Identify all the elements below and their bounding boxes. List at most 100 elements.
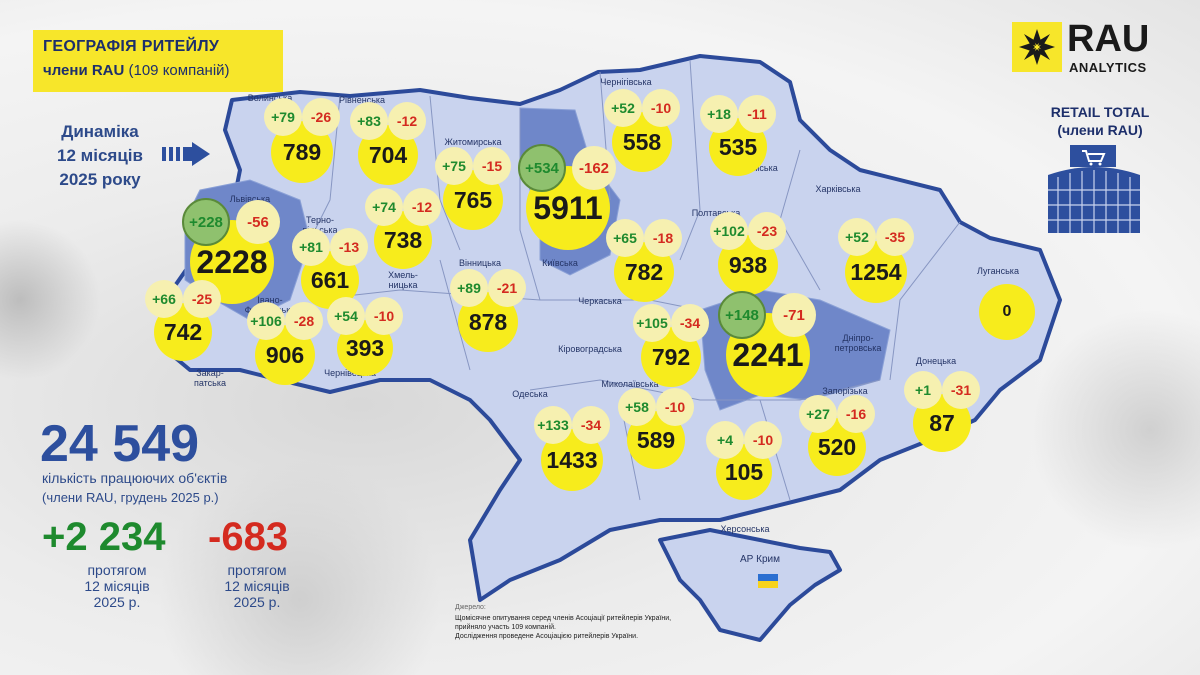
closed-count: -683 [208,515,289,559]
total-bubble: 105 [716,444,772,500]
region-label: Дніпро- петровська [834,333,882,353]
retail-total-label: RETAIL TOTAL (члени RAU) [1040,103,1160,139]
closed-bubble: -10 [656,388,694,426]
opened-bubble: +79 [264,98,302,136]
arrow-right-icon [162,142,210,166]
closed-bubble: -162 [572,146,616,190]
closed-bubble: -10 [744,421,782,459]
opened-bubble: +83 [350,102,388,140]
opened-bubble: +81 [292,228,330,266]
subtitle: члени RAU (109 компаній) [43,62,273,79]
region-label: Закар- патська [193,368,227,388]
source-line: Щомісячне опитування серед членів Асоціа… [455,615,672,622]
region-label: Донецька [915,356,957,366]
closed-bubble: -28 [285,302,323,340]
opened-count: +2 234 [42,515,166,559]
closed-bubble: -10 [642,89,680,127]
region-label: Полтавська [691,208,741,218]
retail-total-title: RETAIL TOTAL [1050,104,1150,120]
logo-text: RAU [1067,18,1150,60]
period-line: 2025 р. [93,594,141,610]
period-line: протягом [227,562,287,578]
closed-bubble: -16 [837,395,875,433]
crimea-label: АР Крим [740,554,780,565]
logo-mark-icon [1012,22,1062,72]
ukraine-flag-icon [758,574,778,581]
opened-bubble: +534 [518,144,566,192]
opened-bubble: +1 [904,371,942,409]
region-label: Харківська [815,184,861,194]
opened-bubble: +18 [700,95,738,133]
total-bubble: 1254 [845,241,907,303]
total-bubble: 0 [979,284,1035,340]
region-label: Запорізька [822,386,868,396]
title-box: ГЕОГРАФІЯ РИТЕЙЛУ члени RAU (109 компані… [33,30,283,92]
opened-period: протягом 12 місяців 2025 р. [57,562,177,610]
closed-period: протягом 12 місяців 2025 р. [197,562,317,610]
closed-bubble: -13 [330,228,368,266]
closed-bubble: -10 [365,297,403,335]
region-label: Київська [542,258,578,268]
opened-bubble: +65 [606,219,644,257]
total-objects-count: 24 549 [40,415,200,473]
region-label: Львівська [229,194,271,204]
closed-bubble: -11 [738,95,776,133]
subtitle-bold: члени RAU [43,62,125,79]
logo-subtext: ANALYTICS [1069,60,1147,75]
opened-bubble: +75 [435,147,473,185]
source-note: Джерело: Щомісячне опитування серед член… [455,603,755,641]
opened-bubble: +106 [247,302,285,340]
shopping-mall-icon [1048,145,1140,233]
closed-bubble: -71 [772,293,816,337]
closed-bubble: -35 [876,218,914,256]
period-line: 12 місяців [84,578,150,594]
closed-bubble: -23 [748,212,786,250]
opened-bubble: +133 [534,406,572,444]
region-label: Сумська [742,163,778,173]
opened-bubble: +89 [450,269,488,307]
region-label: Рівненська [338,95,386,105]
region-label: Луганська [977,266,1019,276]
dynamics-label: Динаміка 12 місяців 2025 року [25,120,175,192]
subtitle-rest: (109 компаній) [128,62,230,79]
opened-bubble: +58 [618,388,656,426]
dynamics-line: 2025 року [59,170,141,189]
closed-bubble: -34 [671,304,709,342]
period-line: протягом [87,562,147,578]
period-line: 2025 р. [233,594,281,610]
title: ГЕОГРАФІЯ РИТЕЙЛУ [43,38,220,55]
region-label: Черкаська [578,296,622,306]
dynamics-line: Динаміка [61,122,139,141]
opened-bubble: +102 [710,212,748,250]
opened-bubble: +66 [145,280,183,318]
total-bubble: 1433 [541,429,603,491]
opened-bubble: +54 [327,297,365,335]
region-label: Вінницька [459,258,501,268]
closed-bubble: -31 [942,371,980,409]
retail-total-sub: (члени RAU) [1057,122,1143,138]
total-objects-note: (члени RAU, грудень 2025 р.) [42,490,219,505]
region-label: Хмель- ницька [388,270,418,290]
closed-bubble: -26 [302,98,340,136]
dynamics-line: 12 місяців [57,146,143,165]
closed-bubble: -15 [473,147,511,185]
closed-bubble: -18 [644,219,682,257]
region-label: Одеська [512,389,548,399]
closed-bubble: -12 [403,188,441,226]
opened-bubble: +105 [633,304,671,342]
opened-bubble: +27 [799,395,837,433]
closed-bubble: -12 [388,102,426,140]
closed-bubble: -25 [183,280,221,318]
region-label: Чернівецька [324,368,376,378]
crimea-outline [658,528,842,642]
closed-bubble: -21 [488,269,526,307]
region-label: Чернігівська [600,77,652,87]
source-heading: Джерело: [455,604,486,611]
region-label: Херсонська [720,524,770,534]
region-label: Волинська [247,93,293,103]
opened-bubble: +74 [365,188,403,226]
closed-bubble: -34 [572,406,610,444]
opened-bubble: +148 [718,291,766,339]
region-label: Кіровоградська [558,344,622,354]
total-objects-label: кількість працюючих об'єктів [42,470,228,486]
